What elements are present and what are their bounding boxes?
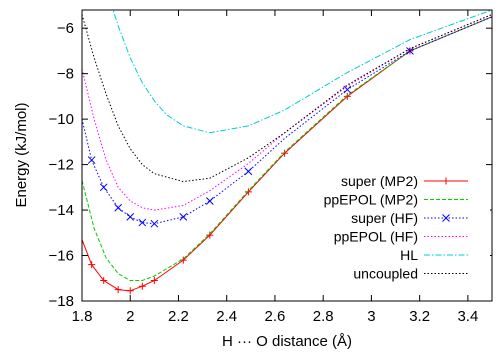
- series-line-uncoupled: [82, 14, 492, 183]
- x-tick-label: 2.6: [265, 308, 286, 325]
- legend-marker-super-hf: [442, 214, 450, 222]
- y-tick-label: −12: [49, 157, 74, 174]
- legend-background: [282, 170, 490, 285]
- data-point-super-mp2: [281, 149, 289, 157]
- y-axis-label: Energy (kJ/mol): [13, 102, 30, 207]
- x-tick-label: 3.2: [409, 308, 430, 325]
- x-tick-label: 2.4: [216, 308, 237, 325]
- data-point-super-mp2: [88, 261, 96, 269]
- x-axis-label: H ··· O distance (Å): [222, 333, 352, 350]
- series-line-super-mp2: [82, 16, 492, 292]
- data-point-super-mp2: [100, 277, 108, 285]
- legend-label-ppepol-hf: ppEPOL (HF): [334, 229, 418, 245]
- legend-marker-super-mp2: [442, 177, 450, 185]
- x-tick-label: 2.2: [168, 308, 189, 325]
- legend-label-super-hf: super (HF): [351, 210, 418, 226]
- y-tick-label: −6: [57, 20, 74, 37]
- series-line-ppepol-mp2: [82, 16, 492, 281]
- data-point-super-hf: [138, 218, 147, 227]
- data-point-super-mp2: [150, 277, 158, 285]
- x-tick-label: 3.4: [457, 308, 478, 325]
- legend-label-uncoupled: uncoupled: [353, 266, 418, 282]
- y-tick-label: −8: [57, 66, 74, 83]
- x-tick-label: 1.8: [72, 308, 93, 325]
- data-point-super-hf: [114, 203, 123, 212]
- data-point-super-hf: [87, 156, 96, 164]
- data-point-super-hf: [99, 183, 108, 192]
- y-tick-label: −10: [49, 111, 74, 128]
- data-point-super-hf: [179, 213, 188, 221]
- data-point-super-hf: [150, 219, 159, 228]
- data-point-super-hf: [126, 213, 135, 221]
- data-point-super-hf: [205, 197, 214, 205]
- x-tick-label: 3: [367, 308, 375, 325]
- y-tick-label: −18: [49, 293, 74, 310]
- legend-label-super-mp2: super (MP2): [341, 173, 418, 189]
- legend-label-hl: HL: [400, 247, 418, 263]
- series-line-super-hf: [82, 16, 492, 225]
- data-point-super-mp2: [114, 286, 122, 294]
- data-point-super-hf: [406, 47, 414, 55]
- data-point-super-mp2: [126, 287, 134, 295]
- data-point-super-mp2: [244, 188, 252, 196]
- y-tick-label: −16: [49, 248, 74, 265]
- data-point-super-mp2: [138, 282, 146, 290]
- legend-label-ppepol-mp2: ppEPOL (MP2): [324, 192, 418, 208]
- data-point-super-hf: [244, 167, 253, 176]
- data-point-super-mp2: [206, 231, 214, 239]
- series-line-ppepol-hf: [82, 14, 492, 211]
- series-line-hl: [112, 10, 492, 134]
- data-point-super-hf: [343, 85, 352, 94]
- y-tick-label: −14: [49, 202, 74, 219]
- x-tick-label: 2: [126, 308, 134, 325]
- x-tick-label: 2.8: [313, 308, 334, 325]
- data-point-super-mp2: [343, 92, 351, 100]
- plot-frame: [81, 9, 493, 302]
